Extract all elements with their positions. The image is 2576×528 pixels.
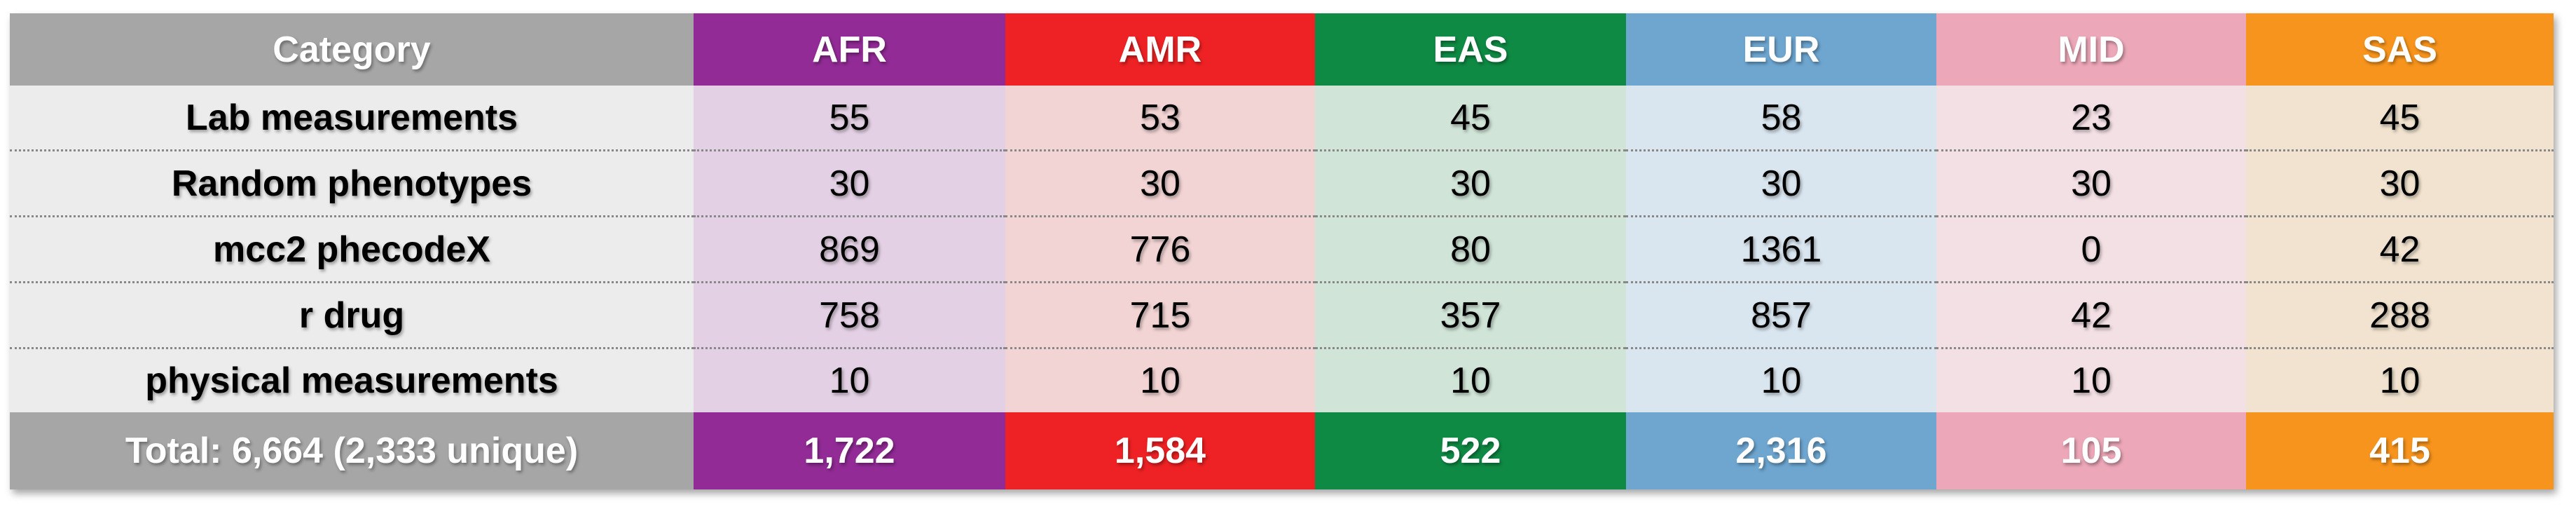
table-cell: 30 (1936, 151, 2246, 217)
table-cell: 10 (2246, 349, 2554, 412)
table-cell: 10 (1626, 349, 1936, 412)
table-cell: AFR (694, 13, 1005, 86)
table-cell: 758 (694, 283, 1005, 349)
table-cell: 0 (1936, 217, 2246, 283)
table-cell: SAS (2246, 13, 2554, 86)
table-cell: 55 (694, 86, 1005, 151)
table-cell: EAS (1315, 13, 1626, 86)
table-cell: Total: 6,664 (2,333 unique) (10, 412, 694, 489)
table-cell: 10 (694, 349, 1005, 412)
table-cell: 42 (1936, 283, 2246, 349)
table-cell: 30 (694, 151, 1005, 217)
table-cell: physical measurements (10, 349, 694, 412)
table-cell: 10 (1315, 349, 1626, 412)
table-cell: 10 (1005, 349, 1315, 412)
table-cell: 1,584 (1005, 412, 1315, 489)
table-cell: AMR (1005, 13, 1315, 86)
table-cell: 45 (2246, 86, 2554, 151)
table-cell: 288 (2246, 283, 2554, 349)
table-cell: Random phenotypes (10, 151, 694, 217)
table-cell: 1,722 (694, 412, 1005, 489)
table-cell: 869 (694, 217, 1005, 283)
table-cell: mcc2 phecodeX (10, 217, 694, 283)
table-cell: 776 (1005, 217, 1315, 283)
table-cell: 415 (2246, 412, 2554, 489)
table-cell: MID (1936, 13, 2246, 86)
table-cell: 30 (1005, 151, 1315, 217)
table-cell: 80 (1315, 217, 1626, 283)
table-cell: 10 (1936, 349, 2246, 412)
data-table: Category AFR AMR EAS EUR MID SAS Lab measuremen… (10, 13, 2554, 489)
table-cell: 522 (1315, 412, 1626, 489)
table-cell: 23 (1936, 86, 2246, 151)
table-cell: 30 (1315, 151, 1626, 217)
table-cell: 42 (2246, 217, 2554, 283)
table-cell: EUR (1626, 13, 1936, 86)
table-cell: Category (10, 13, 694, 86)
table-cell: Lab measurements (10, 86, 694, 151)
table-cell: 715 (1005, 283, 1315, 349)
table-cell: 45 (1315, 86, 1626, 151)
table-cell: 105 (1936, 412, 2246, 489)
table-cell: 58 (1626, 86, 1936, 151)
table-cell: 857 (1626, 283, 1936, 349)
table-cell: r drug (10, 283, 694, 349)
table-cell: 53 (1005, 86, 1315, 151)
table-cell: 1361 (1626, 217, 1936, 283)
table-cell: 30 (2246, 151, 2554, 217)
table-cell: 30 (1626, 151, 1936, 217)
table-cell: 2,316 (1626, 412, 1936, 489)
table-cell: 357 (1315, 283, 1626, 349)
